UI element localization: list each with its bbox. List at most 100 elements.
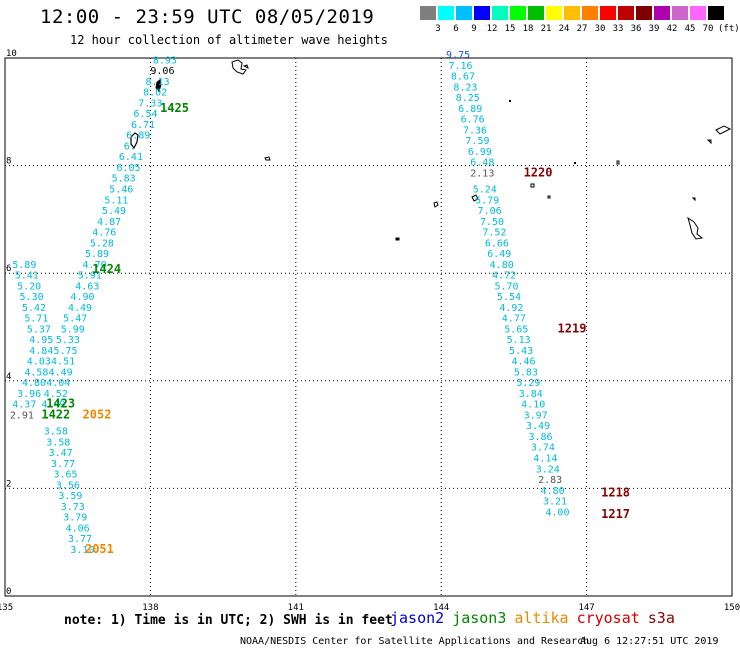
- island-small-7: [547, 195, 551, 199]
- wave-height-value: 4.49: [49, 367, 73, 378]
- color-scale-label: 27: [576, 24, 588, 34]
- wave-height-value: 7.33: [138, 98, 162, 109]
- wave-height-value: 5.89: [12, 260, 36, 271]
- color-swatch: [582, 6, 599, 20]
- wave-height-value: 6.66: [485, 238, 509, 249]
- color-scale-label: 6: [453, 24, 459, 34]
- wave-height-value: 3.49: [526, 421, 550, 432]
- legend-entry-cryosat: cryosat: [576, 609, 640, 627]
- color-swatch: [546, 6, 563, 20]
- legend-entry-s3a: s3a: [647, 609, 675, 627]
- latitude-tick-label: 10: [6, 49, 17, 59]
- wave-height-value: 6.48: [470, 158, 494, 169]
- wave-height-value: 5.47: [63, 314, 87, 325]
- wave-height-value: 6.99: [468, 147, 492, 158]
- wave-height-value: 5.54: [497, 292, 521, 303]
- wave-height-value: 7.36: [463, 125, 487, 136]
- wave-height-value: 3.58: [46, 437, 70, 448]
- wave-height-value: 5.30: [20, 292, 44, 303]
- wave-height-value: 3.24: [536, 464, 560, 475]
- island-ngulu: [231, 59, 249, 75]
- wave-height-value: 4.14: [533, 454, 557, 465]
- legend-entry-altika: altika: [514, 609, 569, 627]
- wave-height-value: 4.84: [29, 346, 53, 357]
- wave-height-value: 3.97: [524, 410, 548, 421]
- wave-height-value: 3.86: [528, 432, 552, 443]
- wave-height-value: 6.05: [116, 163, 140, 174]
- wave-height-value: 8.67: [451, 72, 475, 83]
- wave-height-value: 5.46: [109, 185, 133, 196]
- wave-height-value: 3.56: [56, 480, 80, 491]
- color-swatch: [474, 6, 491, 20]
- wave-height-value: 4.52: [44, 389, 68, 400]
- wave-height-value: 5.33: [56, 335, 80, 346]
- color-scale-label: 3: [435, 24, 441, 34]
- wave-height-value: 6.41: [119, 152, 143, 163]
- color-scale-label: 24: [558, 24, 570, 34]
- wave-height-value: 4.49: [68, 303, 92, 314]
- longitude-tick-label: 147: [578, 603, 594, 613]
- island-chuuk-atoll: [687, 197, 704, 240]
- longitude-tick-label: 141: [288, 603, 304, 613]
- pass-time-label: 1219: [558, 321, 587, 335]
- island-yap: [155, 79, 162, 92]
- wave-height-value: 5.11: [104, 195, 128, 206]
- land-masses: [130, 59, 732, 241]
- longitude-tick-label: 150: [724, 603, 740, 613]
- wave-height-value: 4.06: [66, 523, 90, 534]
- wave-height-value: 8.02: [143, 88, 167, 99]
- color-swatch: [564, 6, 581, 20]
- wave-height-value: 4.03: [27, 357, 51, 368]
- color-scale-unit: (ft): [718, 24, 740, 34]
- latitude-tick-label: 8: [6, 157, 11, 167]
- island-palau: [130, 132, 139, 150]
- longitude-tick-label: 135: [0, 603, 13, 613]
- wave-height-value: 8.25: [456, 93, 480, 104]
- wave-height-value: 5.65: [504, 324, 528, 335]
- color-swatch: [528, 6, 545, 20]
- wave-height-value: 2.83: [538, 475, 562, 486]
- wave-height-value: 6.49: [487, 249, 511, 260]
- wave-height-value: 4.58: [24, 367, 48, 378]
- pass-time-label: 1425: [160, 101, 189, 115]
- wave-height-value: 4.80: [541, 486, 565, 497]
- color-swatch: [420, 6, 437, 20]
- wave-height-value: 5.83: [514, 367, 538, 378]
- footnote: note: 1) Time is in UTC; 2) SWH is in fe…: [64, 613, 393, 628]
- longitude-tick-label: 138: [142, 603, 158, 613]
- wave-height-value: 4.72: [492, 271, 516, 282]
- wave-height-value: 4.46: [511, 357, 535, 368]
- color-swatch: [600, 6, 617, 20]
- wave-height-value: 6.89: [126, 131, 150, 142]
- wave-height-value: 4.04: [46, 378, 70, 389]
- wave-height-value: 5.28: [90, 238, 114, 249]
- pass-time-label: 1217: [601, 507, 630, 521]
- wave-height-value: 5.29: [516, 378, 540, 389]
- wave-height-value: 4.51: [51, 357, 75, 368]
- island-guam: [433, 194, 479, 208]
- pass-time-label: 2051: [85, 542, 114, 556]
- wave-height-value: 4.00: [545, 507, 569, 518]
- island-small-5: [616, 160, 620, 165]
- color-swatch: [618, 6, 635, 20]
- pass-time-label: 1422: [41, 407, 70, 421]
- wave-height-value: 8.93: [153, 55, 177, 66]
- legend-entry-jason2: jason2: [390, 609, 445, 627]
- wave-height-value: 4.95: [29, 335, 53, 346]
- wave-height-value: 5.49: [102, 206, 126, 217]
- wave-height-value: 2.13: [470, 168, 494, 179]
- color-scale-label: 15: [504, 24, 516, 34]
- satellite-legend: jason2 jason3 altika cryosat s3a: [390, 609, 683, 627]
- longitude-tick-label: 144: [433, 603, 449, 613]
- color-swatch: [636, 6, 653, 20]
- wave-height-value: 5.89: [85, 249, 109, 260]
- color-scale-label: 33: [612, 24, 624, 34]
- wave-height-value: 5.99: [61, 324, 85, 335]
- color-swatch: [492, 6, 509, 20]
- color-scale-label: 9: [471, 24, 477, 34]
- island-small-2: [395, 237, 400, 241]
- wave-height-value: 7.59: [465, 136, 489, 147]
- wave-height-value: 7.06: [478, 206, 502, 217]
- pass-time-label: 1218: [601, 485, 630, 499]
